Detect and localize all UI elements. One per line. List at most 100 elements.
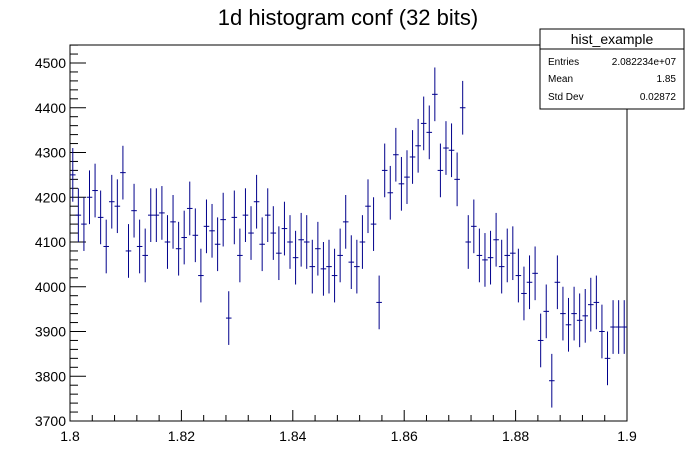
- data-point: [225, 291, 232, 345]
- data-point: [108, 174, 115, 229]
- y-axis-tick-labels: 3700 3800 3900 4000 4100 4200 4300 4400 4500: [35, 55, 66, 429]
- x-tick-label: 1.8: [60, 428, 80, 444]
- data-point: [415, 118, 421, 173]
- data-point: [81, 197, 87, 251]
- stats-entries-value: 2.082234e+07: [612, 57, 677, 68]
- data-point: [120, 145, 126, 200]
- data-point: [337, 228, 343, 283]
- data-point: [376, 275, 382, 330]
- data-point: [331, 248, 338, 303]
- data-point: [576, 293, 583, 348]
- x-tick-label: 1.88: [502, 428, 529, 444]
- data-point: [437, 143, 444, 198]
- data-point: [142, 228, 148, 283]
- data-point: [114, 179, 121, 234]
- data-point: [131, 183, 137, 238]
- data-point: [404, 150, 410, 204]
- data-point: [354, 239, 360, 294]
- data-point: [537, 313, 544, 368]
- data-point: [615, 300, 622, 354]
- data-point: [342, 195, 349, 249]
- data-point: [264, 188, 271, 242]
- data-point: [248, 206, 254, 260]
- data-point: [136, 219, 143, 274]
- y-tick-label: 4000: [35, 279, 66, 295]
- data-point: [593, 275, 600, 330]
- data-point: [526, 255, 533, 310]
- data-point: [292, 230, 299, 285]
- data-point: [287, 215, 293, 269]
- data-point: [125, 224, 132, 278]
- data-point: [504, 228, 511, 283]
- data-point: [270, 206, 277, 260]
- y-tick-label: 3900: [35, 324, 66, 340]
- data-point: [448, 123, 455, 178]
- x-axis-tick-labels: 1.8 1.82 1.84 1.86 1.88 1.9: [60, 428, 637, 444]
- stats-entries-label: Entries: [548, 57, 579, 68]
- data-point: [147, 188, 154, 242]
- data-point: [482, 233, 488, 287]
- data-point: [571, 286, 577, 341]
- data-point: [75, 188, 82, 242]
- stats-stddev-value: 0.02872: [640, 92, 677, 103]
- stats-stddev-label: Std Dev: [548, 92, 584, 103]
- data-point: [393, 127, 399, 182]
- data-point: [359, 215, 366, 269]
- data-point: [610, 300, 616, 354]
- data-point: [170, 195, 176, 249]
- stats-mean-value: 1.85: [657, 74, 677, 85]
- data-point: [532, 246, 538, 301]
- axis-ticks: [69, 44, 628, 422]
- data-point: [192, 208, 199, 263]
- data-point: [259, 217, 265, 272]
- data-point: [198, 248, 204, 303]
- data-point: [159, 186, 165, 240]
- data-point: [242, 188, 249, 242]
- data-point: [498, 239, 505, 294]
- data-point: [487, 230, 494, 285]
- data-point: [515, 248, 522, 303]
- data-point: [186, 181, 193, 236]
- data-point: [543, 284, 550, 339]
- x-tick-label: 1.86: [391, 428, 418, 444]
- data-point: [459, 80, 466, 135]
- x-tick-label: 1.82: [168, 428, 195, 444]
- data-point: [426, 105, 433, 160]
- data-point: [476, 228, 483, 283]
- data-point: [560, 286, 566, 341]
- data-point: [604, 331, 611, 386]
- data-point: [398, 156, 405, 211]
- data-points: [70, 67, 627, 408]
- x-tick-label: 1.9: [617, 428, 637, 444]
- data-point: [237, 228, 243, 283]
- data-point: [86, 170, 93, 225]
- x-tick-label: 1.84: [279, 428, 306, 444]
- data-point: [298, 212, 304, 267]
- data-point: [549, 353, 555, 408]
- data-point: [97, 190, 104, 245]
- data-point: [409, 130, 416, 184]
- data-point: [599, 304, 605, 359]
- y-tick-label: 4400: [35, 100, 66, 116]
- data-point: [471, 199, 477, 254]
- data-point: [276, 226, 282, 281]
- data-point: [164, 215, 171, 269]
- data-point: [420, 96, 427, 151]
- data-point: [209, 203, 215, 258]
- stats-box-frame: [539, 28, 685, 110]
- data-point: [326, 239, 332, 294]
- data-point: [320, 242, 327, 296]
- data-point: [203, 199, 210, 254]
- data-point: [621, 300, 627, 354]
- data-point: [493, 212, 499, 267]
- data-point: [153, 188, 160, 242]
- data-point: [253, 174, 260, 229]
- data-point: [443, 121, 449, 175]
- data-point: [231, 190, 238, 245]
- data-point: [465, 215, 472, 269]
- data-point: [181, 210, 187, 265]
- y-tick-label: 4100: [35, 234, 66, 250]
- chart-title: 1d histogram conf (32 bits): [218, 5, 478, 30]
- data-point: [309, 239, 316, 294]
